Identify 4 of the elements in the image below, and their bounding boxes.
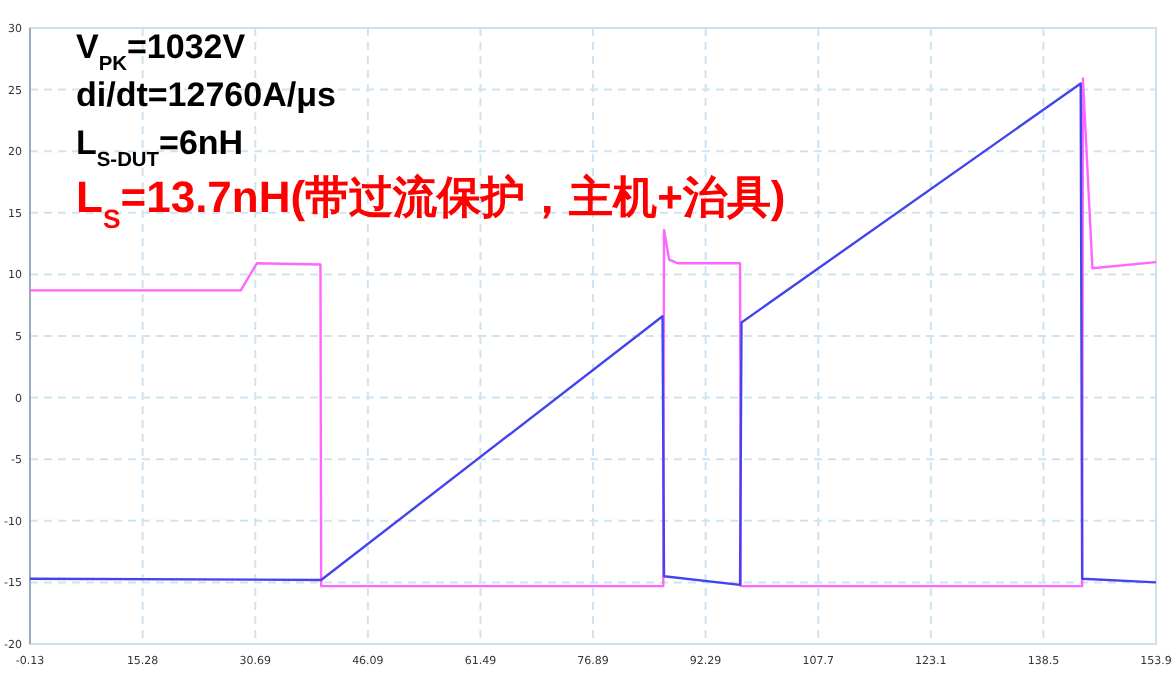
annotation: L$_{S}$=13.7nH(带过流保护，主机+治具) xyxy=(76,172,786,233)
annotation: di/dt=12760A/μs xyxy=(76,76,336,114)
annotation: V$_{PK}$=1032V xyxy=(76,28,246,75)
annotation: L$_{S-DUT}$=6nH xyxy=(76,124,244,171)
